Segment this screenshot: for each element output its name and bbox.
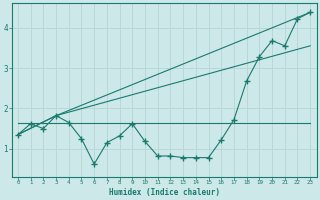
X-axis label: Humidex (Indice chaleur): Humidex (Indice chaleur): [108, 188, 220, 197]
